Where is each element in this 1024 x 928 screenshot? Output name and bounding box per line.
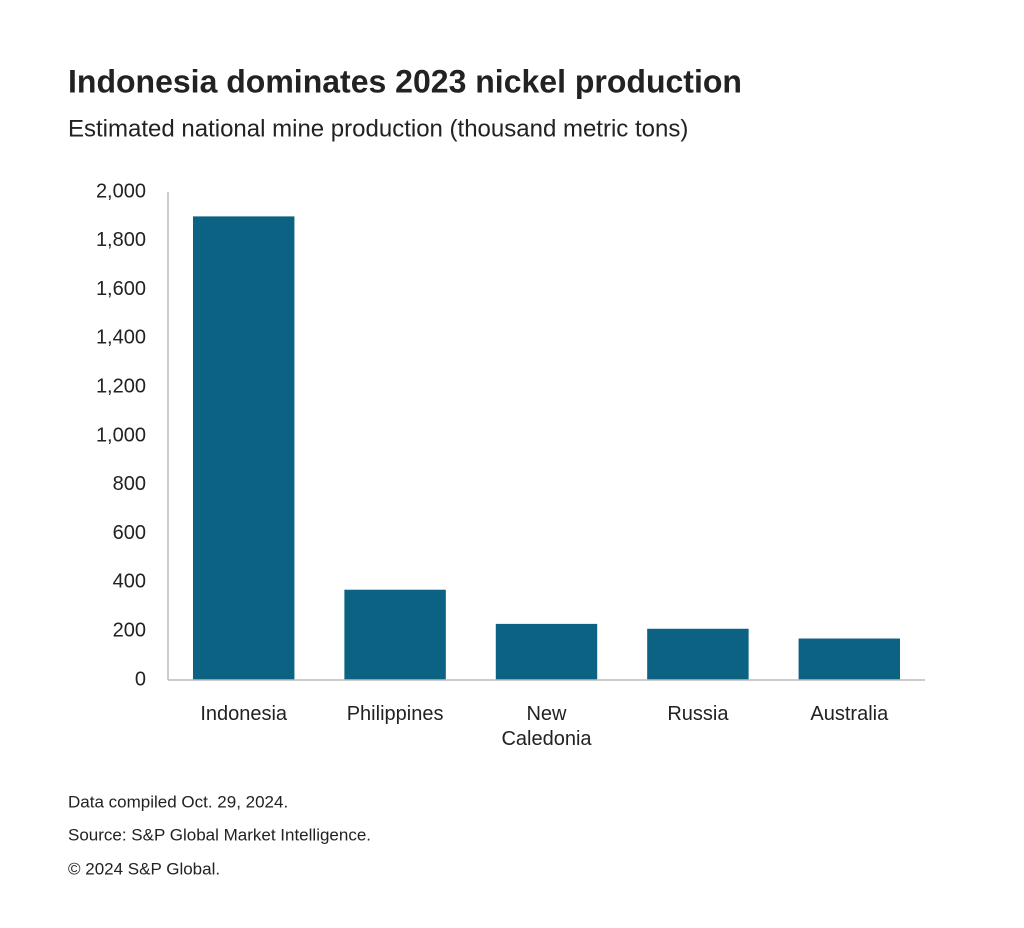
y-tick-label: 200	[113, 619, 146, 641]
x-tick-label: Russia	[667, 703, 729, 725]
x-tick-label: Australia	[810, 703, 889, 725]
y-tick-label: 600	[113, 522, 146, 544]
x-tick-label: Indonesia	[200, 703, 288, 725]
bar	[798, 638, 901, 680]
note: Data compiled Oct. 29, 2024.	[68, 792, 288, 811]
chart-title: Indonesia dominates 2023 nickel producti…	[68, 63, 742, 99]
bar	[192, 216, 295, 680]
bar	[647, 628, 749, 680]
y-tick-label: 1,000	[96, 424, 146, 446]
y-tick-label: 1,800	[96, 229, 146, 251]
x-tick-label: New Caledonia	[501, 703, 592, 750]
y-tick-label: 0	[135, 668, 146, 690]
y-tick-label: 400	[113, 571, 146, 593]
x-tick-label: Philippines	[346, 703, 444, 725]
y-tick-label: 800	[113, 473, 146, 495]
y-tick-label: 1,400	[96, 327, 146, 349]
note: © 2024 S&P Global.	[68, 859, 220, 878]
bar	[344, 589, 446, 680]
note: Source: S&P Global Market Intelligence.	[68, 825, 371, 844]
bar	[495, 623, 598, 680]
y-tick-label: 2,000	[96, 180, 146, 202]
chart-subtitle: Estimated national mine production (thou…	[68, 115, 688, 142]
y-tick-label: 1,600	[96, 278, 146, 300]
y-tick-label: 1,200	[96, 375, 146, 397]
